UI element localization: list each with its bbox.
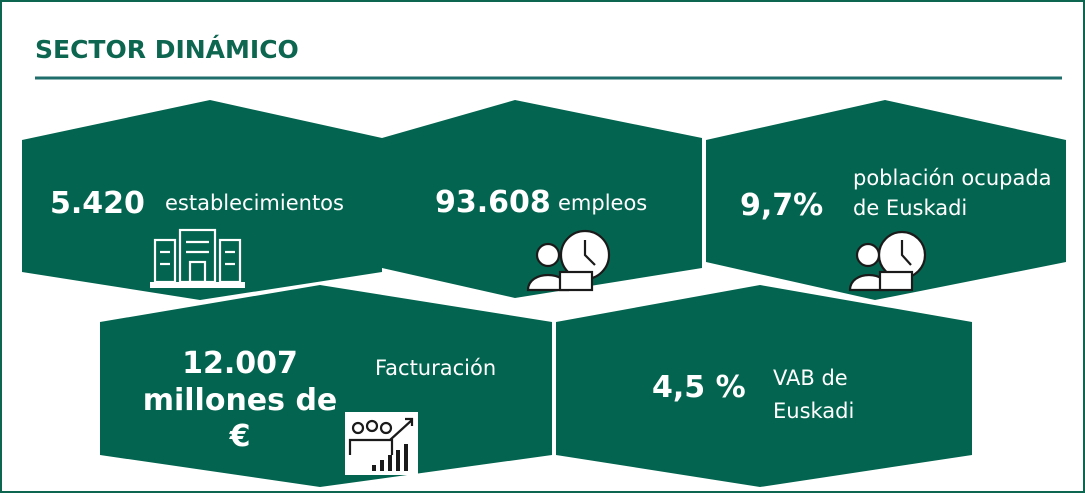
employee-icon — [848, 230, 927, 292]
tile-value: 12.007 — [182, 346, 298, 381]
tile-label: de Euskadi — [853, 196, 967, 220]
tile-label: Facturación — [375, 356, 496, 380]
tile-value: 4,5 % — [652, 370, 746, 405]
tile — [22, 100, 382, 300]
tile — [706, 100, 1066, 300]
tile-label: establecimientos — [165, 191, 344, 215]
tile-label: población ocupada — [853, 166, 1052, 190]
growth-icon — [345, 412, 418, 475]
tile-label: empleos — [558, 191, 647, 215]
tile — [382, 100, 702, 298]
tile — [100, 285, 552, 487]
tile-value: 5.420 — [50, 186, 145, 221]
tile-label: Euskadi — [773, 399, 854, 423]
tile-value: € — [229, 419, 251, 454]
tile — [556, 285, 972, 487]
employee-icon — [526, 229, 611, 292]
title: SECTOR DINÁMICO — [35, 35, 299, 64]
building-icon — [150, 228, 245, 288]
tile-label: VAB de — [773, 366, 848, 390]
tile-value: millones de — [143, 383, 338, 418]
tile-value: 9,7% — [740, 188, 823, 223]
tile-value: 93.608 — [435, 185, 551, 220]
